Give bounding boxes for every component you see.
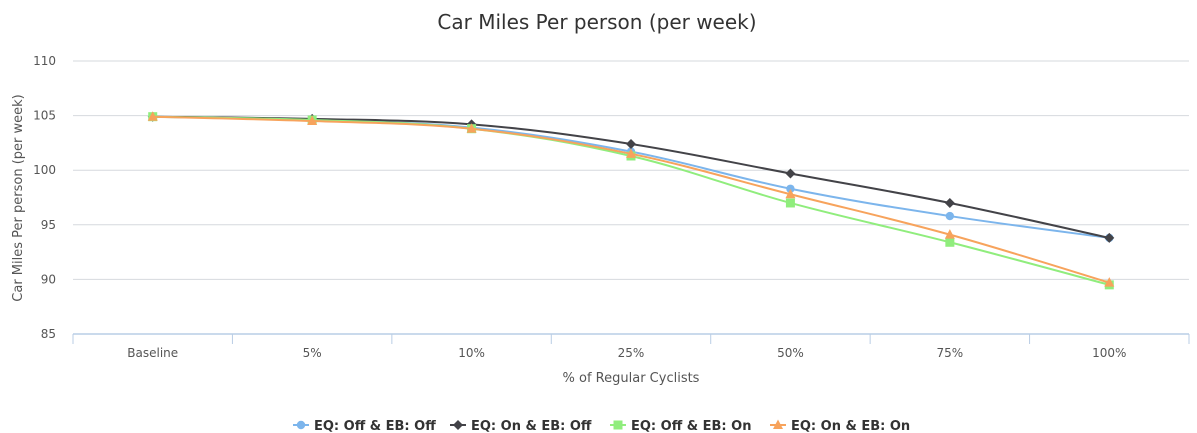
data-point	[147, 111, 158, 121]
data-point	[1104, 232, 1115, 243]
legend-marker-icon	[773, 419, 783, 429]
y-tick-label: 110	[33, 54, 56, 68]
data-point	[785, 188, 796, 199]
x-tick-label: 50%	[777, 346, 804, 360]
data-point	[945, 211, 955, 221]
series-lines	[147, 111, 1115, 290]
x-tick-label: 25%	[618, 346, 645, 360]
data-point	[785, 168, 796, 179]
legend-item: EQ: Off & EB: Off	[293, 419, 436, 433]
legend-item: EQ: On & EB: Off	[450, 419, 592, 433]
legend-marker-icon	[453, 420, 463, 430]
series-eq-on-eb-on	[147, 111, 1115, 287]
series-eq-off-eb-on	[148, 112, 1114, 290]
x-axis-title: % of Regular Cyclists	[563, 371, 700, 386]
data-point	[466, 123, 477, 133]
axes: 85 90 95 100 105 110 Baseline 5% 10% 25% 50% 75% 100…	[33, 54, 1190, 360]
y-tick-label: 95	[41, 218, 56, 232]
y-tick-label: 100	[33, 163, 56, 177]
y-tick-label: 105	[33, 109, 56, 123]
data-point	[785, 198, 795, 208]
legend-label: EQ: On & EB: On	[791, 419, 910, 433]
data-point	[944, 197, 955, 208]
x-tick-label: 75%	[937, 346, 964, 360]
y-axis-title: Car Miles Per person (per week)	[11, 94, 26, 301]
series-line	[152, 115, 1110, 239]
legend-label: EQ: On & EB: Off	[471, 419, 592, 433]
legend-item: EQ: Off & EB: On	[610, 419, 751, 433]
legend: EQ: Off & EB: Off EQ: On & EB: Off EQ: Off…	[293, 419, 910, 433]
legend-item: EQ: On & EB: On	[770, 419, 910, 433]
gridlines	[73, 60, 1189, 280]
data-point	[307, 115, 318, 126]
legend-marker-icon	[296, 420, 306, 430]
data-point	[1104, 277, 1115, 287]
data-point	[626, 148, 636, 158]
x-tick-label: 100%	[1092, 346, 1126, 360]
x-tick-label: 10%	[458, 346, 485, 360]
legend-marker-icon	[613, 420, 623, 430]
data-point	[944, 229, 955, 239]
series-eq-on-eb-off	[147, 111, 1115, 243]
chart-title: Car Miles Per person (per week)	[437, 10, 756, 34]
legend-label: EQ: Off & EB: On	[631, 419, 751, 433]
series-line	[152, 115, 1110, 239]
data-point	[945, 237, 955, 247]
series-eq-off-eb-off	[148, 112, 1114, 243]
y-tick-label: 90	[41, 272, 56, 286]
data-point	[626, 138, 636, 149]
y-tick-label: 85	[41, 327, 56, 341]
x-tick-label: 5%	[303, 346, 322, 360]
legend-label: EQ: Off & EB: Off	[314, 419, 436, 433]
x-tick-label: Baseline	[127, 346, 178, 360]
